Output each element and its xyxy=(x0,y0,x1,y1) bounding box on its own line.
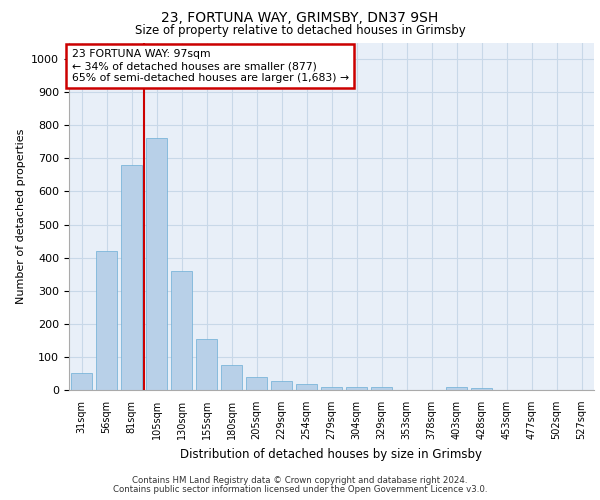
Bar xyxy=(471,388,492,390)
Bar xyxy=(246,378,267,390)
Text: Size of property relative to detached houses in Grimsby: Size of property relative to detached ho… xyxy=(134,24,466,37)
Bar xyxy=(146,138,167,390)
Bar xyxy=(346,388,367,390)
Bar xyxy=(196,338,217,390)
Text: Contains HM Land Registry data © Crown copyright and database right 2024.: Contains HM Land Registry data © Crown c… xyxy=(132,476,468,485)
Bar xyxy=(296,384,317,390)
X-axis label: Distribution of detached houses by size in Grimsby: Distribution of detached houses by size … xyxy=(181,448,482,460)
Bar xyxy=(171,271,192,390)
Y-axis label: Number of detached properties: Number of detached properties xyxy=(16,128,26,304)
Bar xyxy=(321,386,342,390)
Text: 23, FORTUNA WAY, GRIMSBY, DN37 9SH: 23, FORTUNA WAY, GRIMSBY, DN37 9SH xyxy=(161,11,439,25)
Text: 23 FORTUNA WAY: 97sqm
← 34% of detached houses are smaller (877)
65% of semi-det: 23 FORTUNA WAY: 97sqm ← 34% of detached … xyxy=(71,50,349,82)
Bar xyxy=(121,165,142,390)
Bar xyxy=(96,251,117,390)
Bar xyxy=(71,374,92,390)
Bar xyxy=(371,388,392,390)
Bar xyxy=(446,388,467,390)
Bar xyxy=(271,381,292,390)
Bar xyxy=(221,365,242,390)
Text: Contains public sector information licensed under the Open Government Licence v3: Contains public sector information licen… xyxy=(113,485,487,494)
